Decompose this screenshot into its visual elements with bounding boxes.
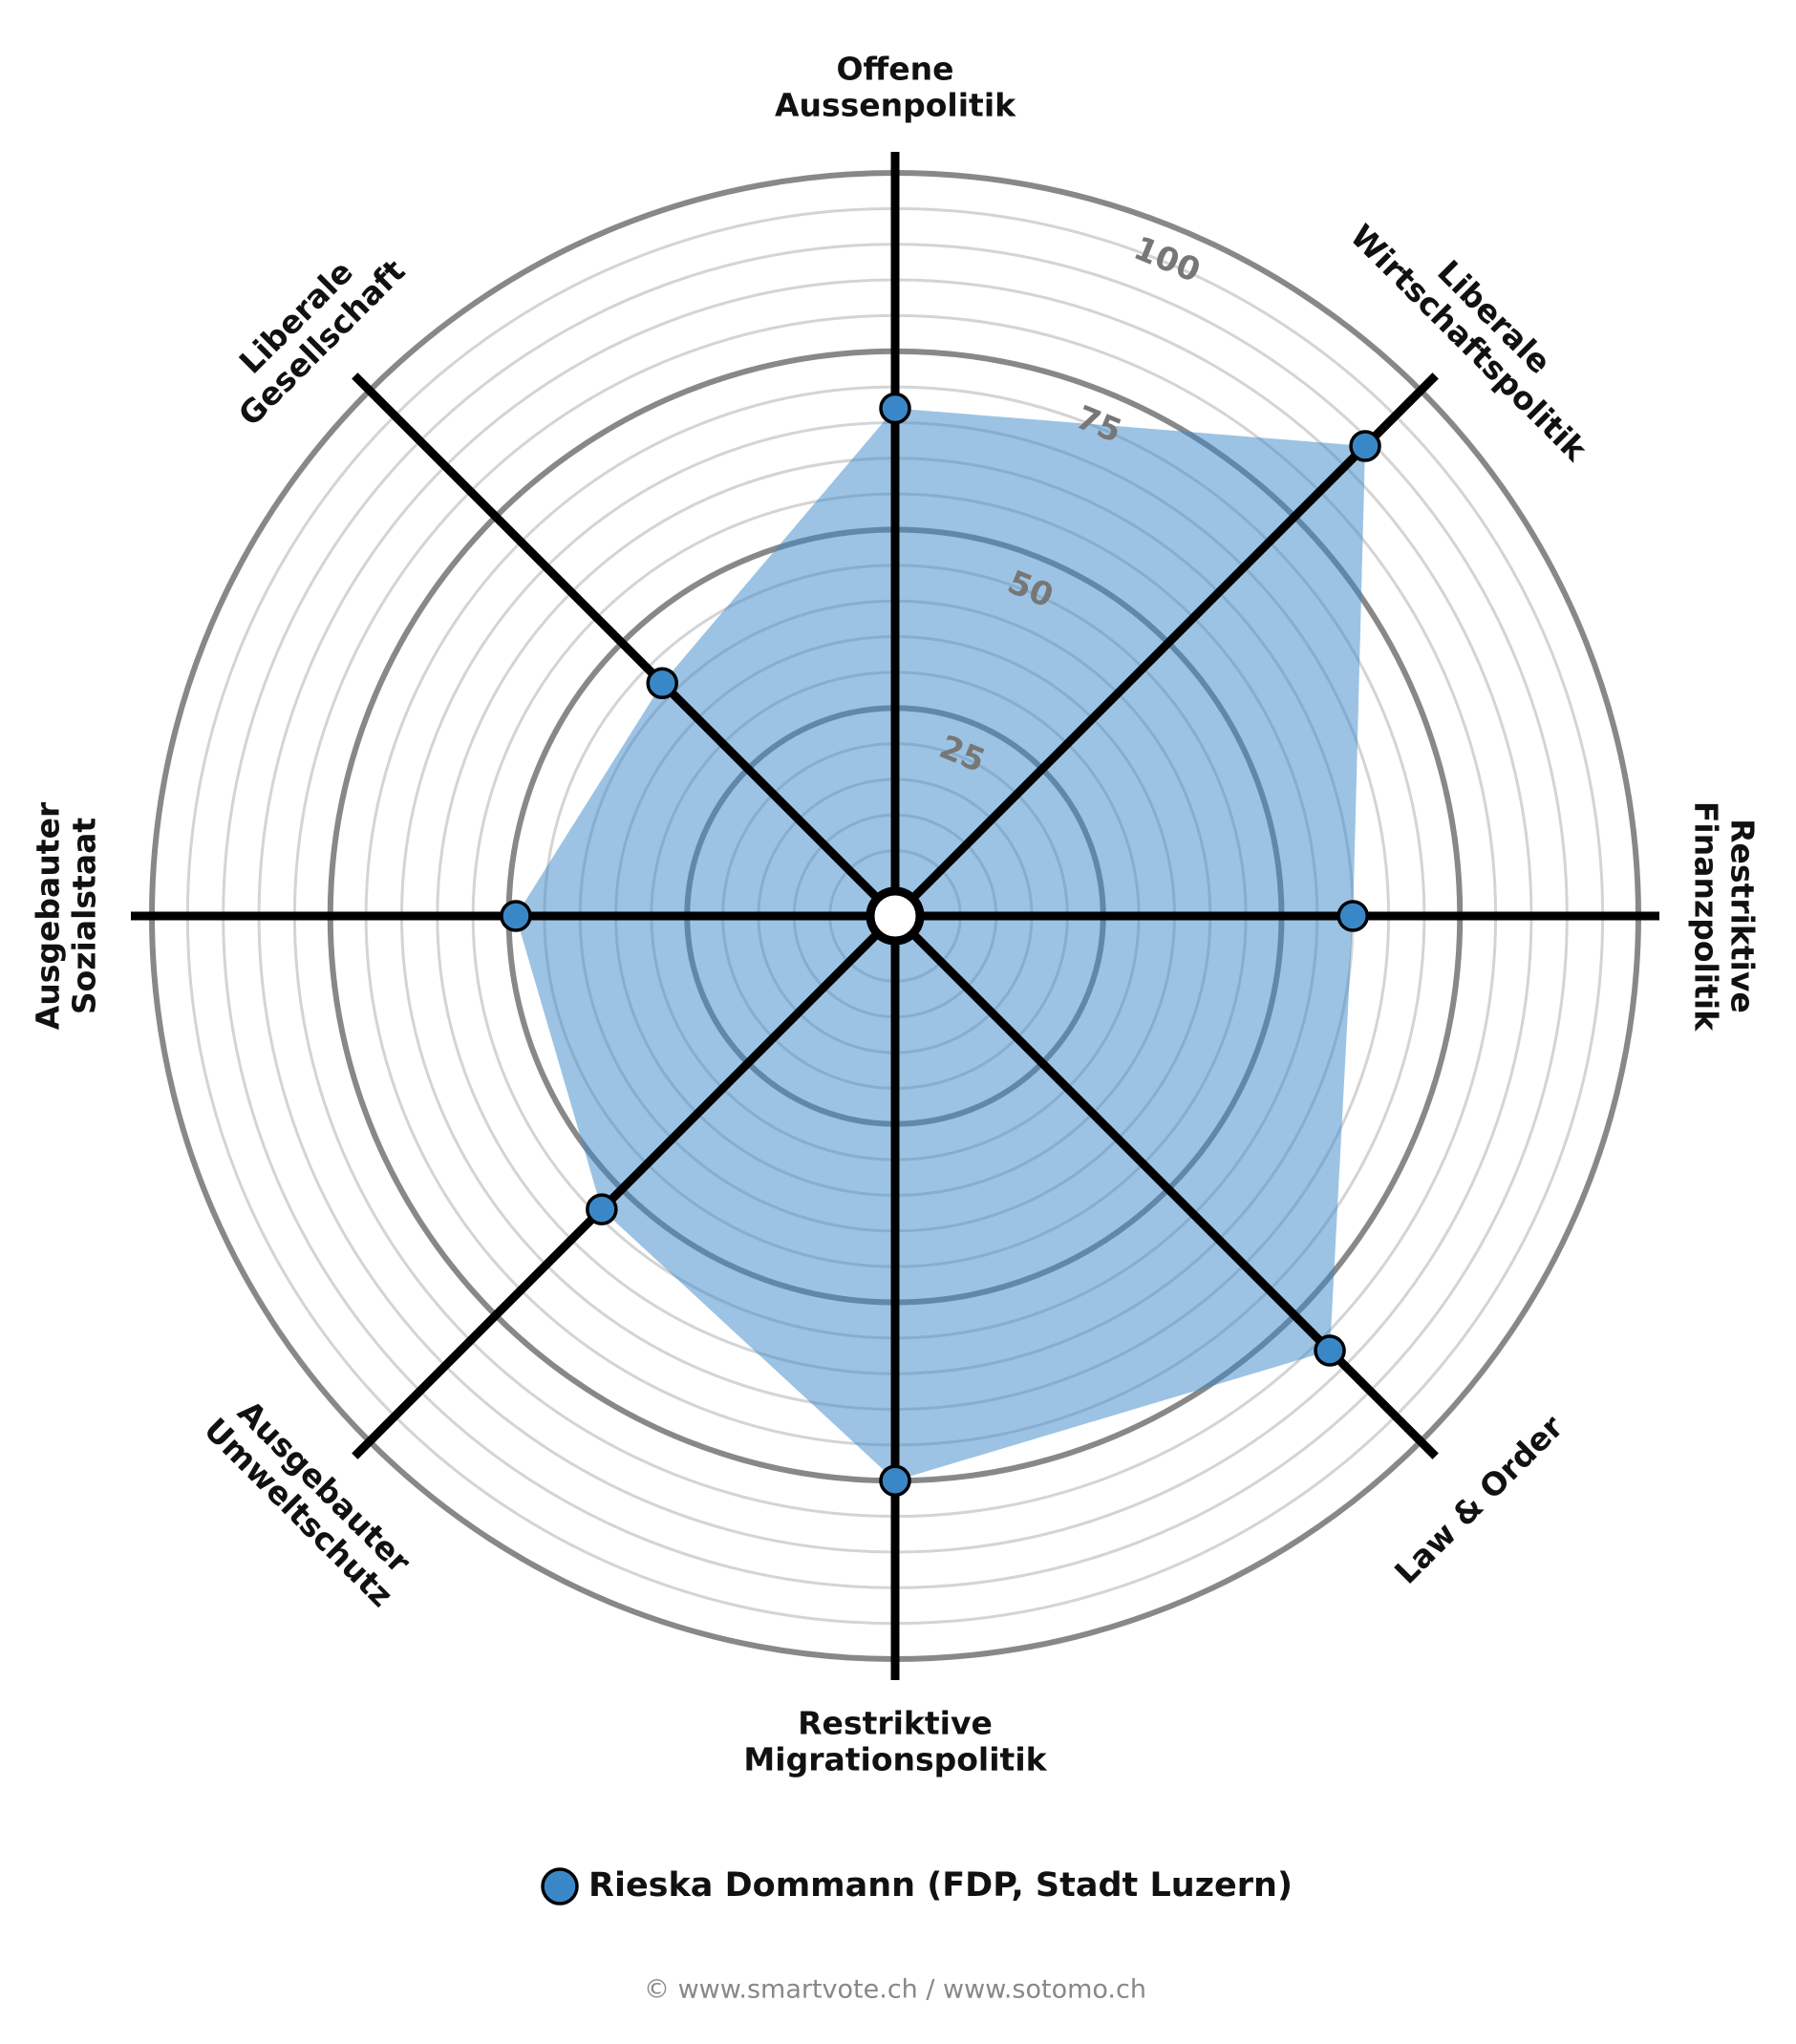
axis-label-line: Migrationspolitik (743, 1741, 1047, 1778)
axis-line (891, 912, 1439, 1459)
legend-label: Rieska Dommann (FDP, Stadt Luzern) (588, 1866, 1293, 1905)
axis-label-line: Restriktive (1724, 819, 1762, 1013)
axis-label-line: Restriktive (798, 1705, 993, 1742)
axis-label-line: Ausgebauter (30, 801, 67, 1030)
data-point (586, 1193, 618, 1225)
data-point (646, 667, 678, 699)
data-point (1314, 1334, 1346, 1367)
axis-label-line: Finanzpolitik (1688, 801, 1725, 1032)
legend-marker (541, 1867, 579, 1906)
data-point (1336, 900, 1369, 932)
radar-area (515, 408, 1366, 1481)
footer: © www.smartvote.ch / www.sotomo.ch (644, 1975, 1146, 2005)
data-point (1349, 430, 1381, 462)
axis-label-line: Sozialstaat (66, 818, 103, 1014)
axis-line (352, 373, 899, 920)
center-hub (866, 886, 925, 946)
axis-label-line: Offene (836, 51, 953, 88)
axis-label-line: Aussenpolitik (775, 87, 1016, 124)
axis-line (891, 373, 1439, 920)
data-point (500, 900, 532, 932)
axis-line (352, 912, 899, 1459)
data-point (879, 1464, 911, 1497)
axis-label: Ausgebauter Sozialstaat (30, 801, 103, 1030)
data-point (879, 392, 911, 425)
